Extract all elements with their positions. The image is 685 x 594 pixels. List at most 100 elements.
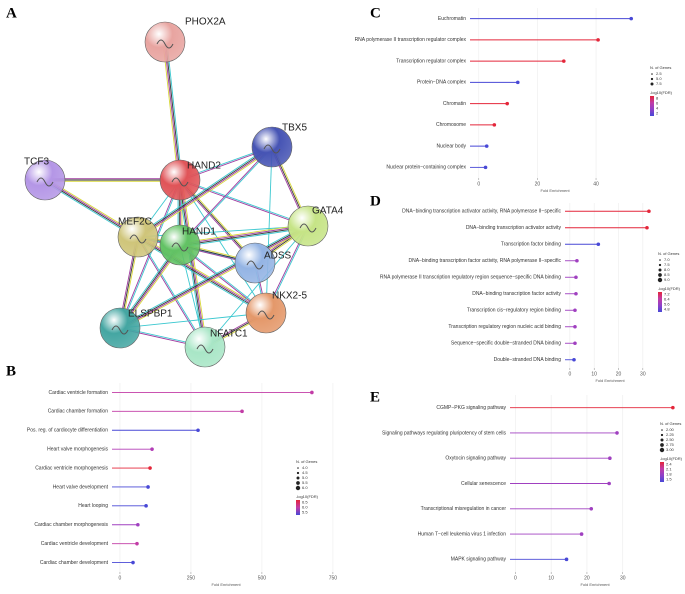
node-label: NKX2-5 (272, 291, 307, 302)
legend-label: 2.25 (666, 432, 675, 437)
legend-label: 2.00 (666, 427, 675, 432)
lollipop-dot (144, 504, 148, 508)
legend-size-dot (651, 73, 653, 75)
protein-structure (246, 260, 264, 270)
legend-title: N. of Genes (296, 459, 317, 464)
legend-label: 5.6 (664, 302, 670, 307)
node-label: TBX5 (282, 123, 307, 134)
x-tick-label: 30 (640, 371, 646, 377)
protein-structure (111, 325, 129, 335)
x-tick-label: 10 (591, 371, 597, 377)
node-label: HAND1 (182, 227, 216, 238)
network-node (287, 205, 329, 247)
plot-area (112, 383, 340, 572)
category-label: Protein−DNA complex (417, 80, 467, 86)
legend-size-dot (660, 438, 664, 442)
lollipop-dot (596, 38, 600, 42)
legend-label: 7.0 (664, 257, 670, 262)
category-label: Transcription regulator complex (396, 58, 466, 64)
legend-label: 5.0 (656, 76, 662, 81)
legend-label: 2.50 (666, 437, 675, 442)
lollipop-dot (573, 324, 577, 329)
panel-letter: A (6, 5, 17, 21)
legend-size-dot (657, 277, 663, 283)
lollipop-dot (492, 123, 497, 127)
legend-size-dot (650, 82, 654, 86)
network-edge (180, 226, 309, 247)
network-edge (138, 236, 206, 347)
x-tick-label: 0 (477, 181, 480, 187)
legend-size-dot (659, 447, 665, 453)
x-tick-label: 20 (535, 181, 541, 187)
legend-title: -log10(FDR) (660, 456, 683, 461)
legend-label: 3.00 (666, 447, 675, 452)
network-node (24, 159, 66, 201)
x-tick-label: 0 (514, 575, 517, 581)
network-node (159, 224, 201, 266)
legend-title: -log10(FDR) (650, 90, 673, 95)
category-label: Sequence−specific double−stranded DNA bi… (451, 341, 561, 347)
network-edge (179, 179, 267, 314)
category-label: Chromatin (443, 101, 466, 107)
legend-label: 6 (656, 101, 659, 106)
network-edge (119, 312, 267, 329)
category-label: RNA polymerase II transcription regulato… (380, 275, 561, 281)
x-tick-label: 250 (187, 575, 196, 581)
legend-size-dot (661, 429, 663, 431)
network-edge (180, 227, 309, 248)
category-label: DNA−binding transcription factor activit… (409, 258, 562, 264)
network-edge (178, 180, 205, 348)
legend-size-dot (660, 443, 664, 447)
legend-size-dot (658, 268, 662, 272)
network-edge (120, 227, 310, 331)
lollipop-dot (561, 59, 566, 63)
legend-label: 2.75 (666, 442, 675, 447)
network-edge (138, 147, 273, 238)
node-label: PHOX2A (185, 17, 226, 28)
node-label: GATA4 (312, 206, 344, 217)
node-label: ADSS (264, 251, 292, 262)
legend-label: 2.5 (656, 71, 662, 76)
protein-structure (299, 223, 317, 233)
legend-label: 2.4 (666, 462, 672, 467)
lollipop-dot (579, 532, 584, 536)
category-label: Cardiac chamber formation (48, 409, 109, 415)
network-edge (118, 223, 308, 327)
network-edge (179, 224, 308, 245)
lollipop-dot (615, 431, 619, 435)
legend-label: 1.5 (666, 477, 672, 482)
lollipop-dot (575, 258, 579, 263)
lollipop-dot (574, 275, 578, 280)
plot-area (470, 8, 640, 178)
legend-label: 6.0 (302, 505, 308, 510)
panel-letter: D (370, 193, 381, 209)
protein-structure (171, 242, 189, 252)
lollipop-dot (608, 456, 612, 461)
legend-label: 7.2 (664, 292, 670, 297)
network-edge (166, 41, 183, 180)
category-label: Human T−cell leukemia virus 1 infection (418, 531, 507, 537)
lollipop-dot (515, 80, 520, 85)
network-edge (119, 225, 308, 328)
network-edge (120, 180, 182, 329)
node-label: NFATC1 (210, 329, 248, 340)
legend-size-dot (658, 273, 662, 277)
category-label: DNA−binding transcription activator acti… (466, 225, 562, 231)
protein-structure (257, 310, 275, 320)
category-label: Nuclear protein−containing complex (386, 165, 466, 171)
legend-size-dot (297, 467, 299, 469)
network-edge (179, 180, 308, 228)
legend-title: -log10(FDR) (296, 494, 319, 499)
network-edge (179, 223, 308, 244)
x-tick-label: 30 (620, 575, 626, 581)
legend-size-dot (650, 77, 654, 81)
network-edge (137, 237, 205, 348)
category-label: Euchromatin (438, 16, 466, 22)
category-label: Cardiac ventricle morphogenesis (35, 465, 108, 471)
lollipop-dot (564, 557, 569, 562)
category-label: Pos. reg. of cardiocyte differentiation (27, 428, 108, 434)
protein-structure (156, 39, 174, 49)
protein-structure (129, 234, 147, 244)
legend-colorbar (660, 462, 664, 482)
legend-size-dot (660, 433, 664, 437)
